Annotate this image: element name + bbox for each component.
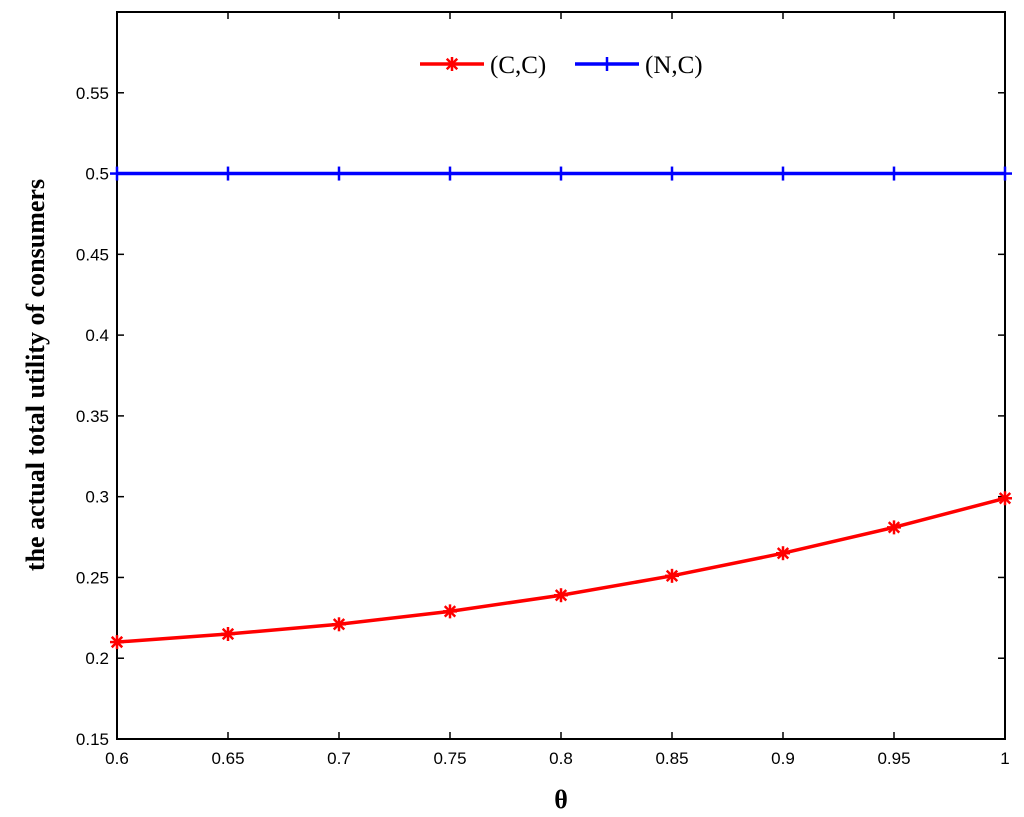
marker-stroke <box>445 57 459 71</box>
y-tick-label: 0.5 <box>85 165 109 184</box>
data-point <box>998 166 1012 181</box>
x-tick-label: 0.9 <box>771 749 795 768</box>
x-axis-title: θ <box>554 785 568 814</box>
marker-stroke <box>110 635 124 649</box>
data-point <box>221 166 235 181</box>
y-tick-label: 0.3 <box>85 488 109 507</box>
y-axis: 0.15 0.2 0.25 0.3 0.35 0.4 0.45 0.5 0.55 <box>76 84 1005 749</box>
data-point <box>332 166 346 181</box>
marker-stroke <box>998 492 1012 505</box>
x-tick-label: 0.6 <box>105 749 129 768</box>
data-point <box>554 166 568 181</box>
legend-marker <box>445 57 459 71</box>
data-point <box>554 588 568 603</box>
data-point <box>110 635 124 650</box>
data-point <box>332 617 346 632</box>
x-tick-label: 0.75 <box>433 749 466 768</box>
x-tick-label: 1 <box>1000 749 1009 768</box>
marker-stroke <box>221 627 235 641</box>
plot-area <box>116 11 1006 740</box>
series-layer <box>110 166 1012 650</box>
x-tick-label: 0.85 <box>655 749 688 768</box>
data-point <box>110 166 124 181</box>
legend-marker <box>600 57 614 71</box>
x-axis: 0.6 0.65 0.7 0.75 0.8 0.85 0.9 0.95 1 <box>105 12 1010 768</box>
x-tick-label: 0.65 <box>211 749 244 768</box>
y-tick-label: 0.25 <box>76 568 109 587</box>
x-tick-label: 0.95 <box>877 749 910 768</box>
x-tick-label: 0.8 <box>549 749 573 768</box>
legend-label: (N,C) <box>645 52 703 79</box>
data-point <box>998 491 1012 506</box>
data-point <box>776 166 790 181</box>
marker-stroke <box>443 605 457 618</box>
data-point <box>887 166 901 181</box>
data-point <box>887 520 901 535</box>
x-tick-label: 0.7 <box>327 749 351 768</box>
y-tick-label: 0.45 <box>76 245 109 264</box>
y-tick-label: 0.15 <box>76 730 109 749</box>
marker-stroke <box>665 569 679 582</box>
data-point <box>665 166 679 181</box>
data-point <box>665 568 679 583</box>
marker-stroke <box>332 618 346 631</box>
y-tick-label: 0.35 <box>76 407 109 426</box>
legend: (C,C) (N,C) <box>420 52 703 79</box>
marker-stroke <box>887 521 901 534</box>
data-point <box>776 546 790 561</box>
y-tick-label: 0.55 <box>76 84 109 103</box>
y-tick-label: 0.2 <box>85 649 109 668</box>
legend-label: (C,C) <box>490 52 546 79</box>
data-point <box>443 604 457 619</box>
marker-stroke <box>776 547 790 560</box>
y-axis-title: the actual total utility of consumers <box>21 179 50 571</box>
y-tick-label: 0.4 <box>85 326 109 345</box>
data-point <box>221 626 235 641</box>
marker-stroke <box>554 589 568 602</box>
data-point <box>443 166 457 181</box>
